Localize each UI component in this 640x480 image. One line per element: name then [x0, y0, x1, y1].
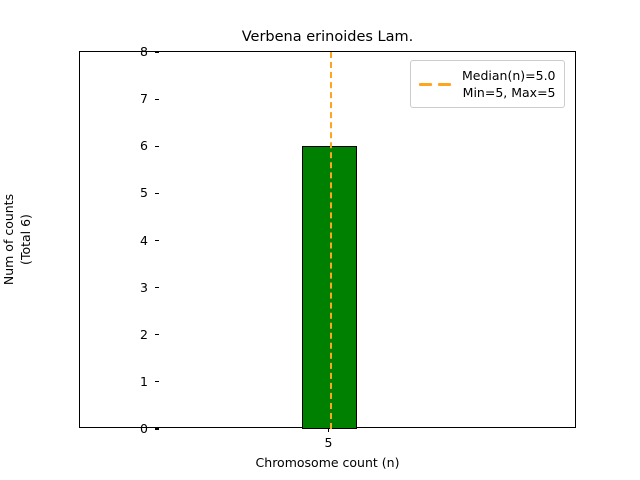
ytick-label: 7 [140, 91, 148, 107]
xtick-mark [327, 428, 330, 433]
page-title: Verbena erinoides Lam. [241, 29, 414, 45]
median-line [329, 52, 332, 429]
ytick-label: 6 [140, 138, 148, 154]
ytick-mark [154, 428, 159, 430]
x-axis-label: Chromosome count (n) [255, 455, 400, 470]
ytick-mark [154, 381, 159, 383]
ytick-mark [154, 51, 159, 53]
ytick-label: 1 [140, 373, 148, 389]
ytick-mark [154, 334, 159, 336]
ytick-mark [154, 287, 159, 289]
ytick-mark [154, 239, 159, 242]
y-axis-label-line2: (Total 6) [18, 214, 33, 265]
legend-label-minmax: Min=5, Max=5 [462, 85, 556, 100]
ytick-label: 3 [140, 279, 148, 295]
ytick-label: 5 [140, 185, 148, 201]
ytick-label: 0 [140, 421, 148, 436]
ytick-mark [154, 145, 159, 147]
ytick-label: 8 [140, 44, 148, 59]
ytick-label: 4 [140, 232, 148, 248]
ytick-mark [154, 98, 159, 100]
plot-area: 8 7 6 5 4 3 2 1 [79, 44, 576, 436]
legend-entry-text: Median(n)=5.0 Min=5, Max=5 [462, 67, 556, 101]
xtick-label: 5 [324, 435, 333, 450]
y-axis-label-line1: Num of counts [1, 193, 16, 286]
legend: Median(n)=5.0 Min=5, Max=5 [410, 60, 565, 108]
legend-dashed-line-icon [418, 77, 454, 91]
y-axis-label: Num of counts (Total 6) [0, 51, 40, 428]
ytick-label: 2 [140, 326, 148, 342]
ytick-mark [154, 192, 159, 194]
legend-label-median: Median(n)=5.0 [462, 68, 556, 83]
